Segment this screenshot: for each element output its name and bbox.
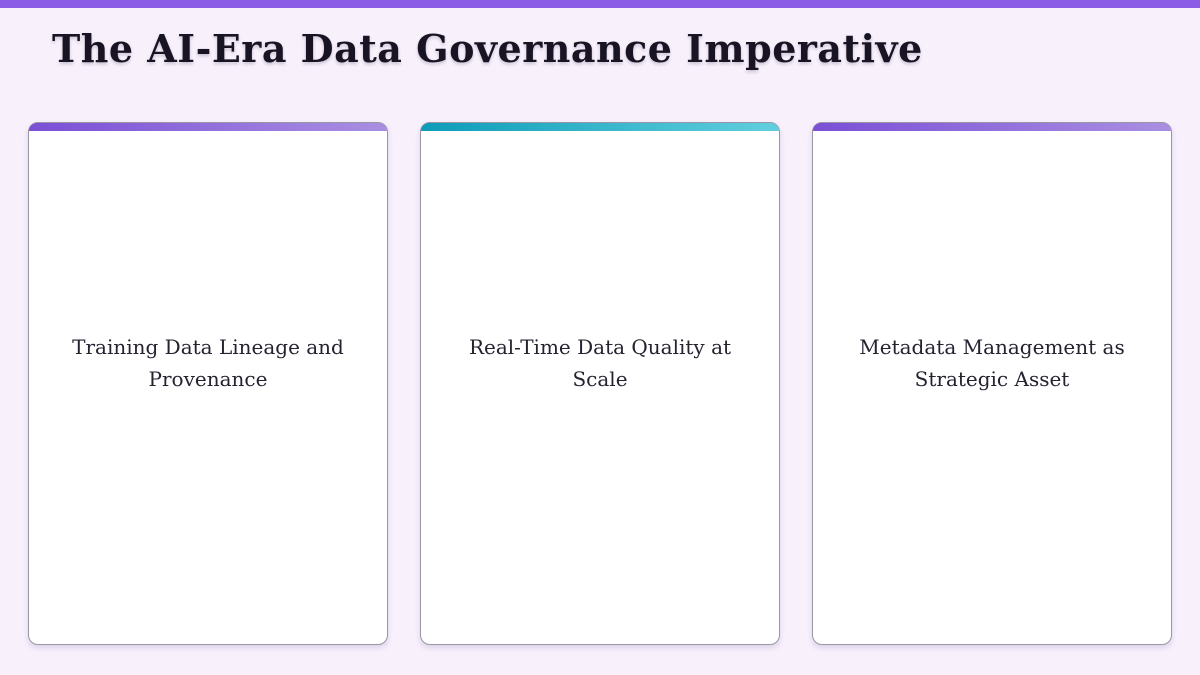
card-title-area: Training Data Lineage and Provenance — [29, 123, 387, 644]
page-title: The AI-Era Data Governance Imperative — [52, 26, 923, 71]
card-realtime-data-quality: Real-Time Data Quality at Scale — [420, 122, 780, 645]
card-accent-band — [421, 123, 779, 131]
card-training-data-lineage: Training Data Lineage and Provenance — [28, 122, 388, 645]
card-accent-band — [813, 123, 1171, 131]
card-title: Metadata Management as Strategic Asset — [859, 335, 1125, 391]
card-accent-band — [29, 123, 387, 131]
card-title-area: Metadata Management as Strategic Asset — [813, 123, 1171, 644]
card-title: Training Data Lineage and Provenance — [72, 335, 344, 391]
card-title: Real-Time Data Quality at Scale — [468, 335, 732, 391]
card-title-area: Real-Time Data Quality at Scale — [421, 123, 779, 644]
card-grid: Training Data Lineage and Provenance Rea… — [28, 122, 1172, 645]
top-accent-bar — [0, 0, 1200, 8]
card-metadata-management: Metadata Management as Strategic Asset — [812, 122, 1172, 645]
